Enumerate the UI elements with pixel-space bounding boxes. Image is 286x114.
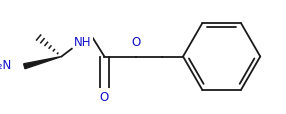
Text: O: O — [100, 90, 109, 103]
Polygon shape — [24, 57, 61, 69]
Text: NH: NH — [74, 36, 92, 49]
Text: H₂N: H₂N — [0, 58, 12, 71]
Text: O: O — [131, 36, 140, 49]
